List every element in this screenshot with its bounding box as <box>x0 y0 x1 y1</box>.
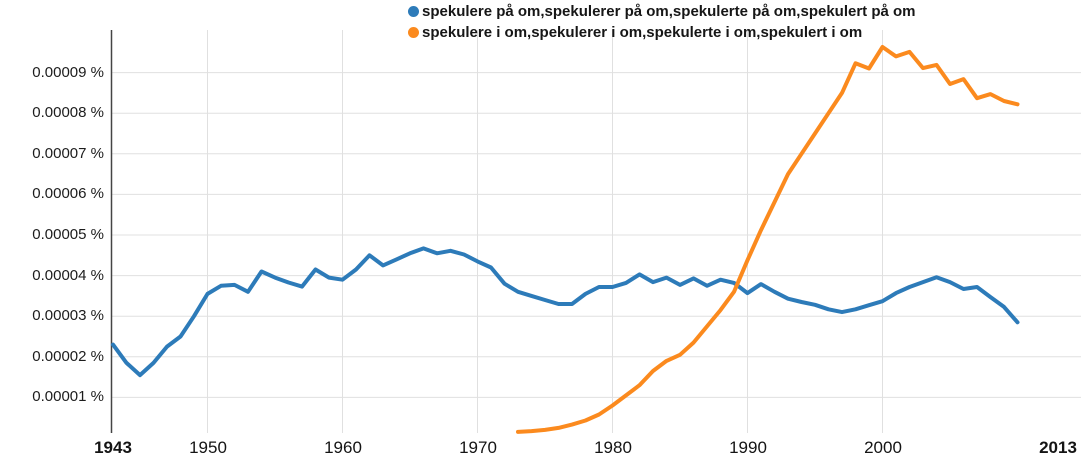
x-axis-tick-label-1950: 1950 <box>189 438 227 457</box>
y-axis-tick-label: 0.00007 % <box>32 145 104 162</box>
legend-label-i-om: spekulere i om,spekulerer i om,spekulert… <box>422 24 863 41</box>
legend: spekulere på om,spekulerer på om,spekule… <box>408 1 916 43</box>
y-axis-tick-label: 0.00001 % <box>32 388 104 405</box>
x-axis-tick-label-1970: 1970 <box>459 438 497 457</box>
legend-item-pa-om: spekulere på om,spekulerer på om,spekule… <box>408 1 916 22</box>
y-axis-tick-label: 0.00005 % <box>32 226 104 243</box>
x-axis-tick-label-1943: 1943 <box>94 438 132 457</box>
series-line <box>516 45 1020 434</box>
series-blue-dot-icon <box>408 6 419 17</box>
series-orange-dot-icon <box>408 27 419 38</box>
x-axis-tick-label-2000: 2000 <box>864 438 902 457</box>
y-axis-tick-label: 0.00003 % <box>32 307 104 324</box>
y-axis-tick-label: 0.00009 % <box>32 64 104 81</box>
x-axis-tick-label-1960: 1960 <box>324 438 362 457</box>
y-axis-tick-label: 0.00002 % <box>32 348 104 365</box>
x-axis-tick-label-1990: 1990 <box>729 438 767 457</box>
legend-item-i-om: spekulere i om,spekulerer i om,spekulert… <box>408 22 916 43</box>
series-line <box>111 246 1020 378</box>
x-axis-tick-label-2013: 2013 <box>1039 438 1077 457</box>
y-axis-tick-label: 0.00006 % <box>32 185 104 202</box>
y-axis-tick-label: 0.00004 % <box>32 267 104 284</box>
y-axis-tick-label: 0.00008 % <box>32 104 104 121</box>
x-axis-tick-label-1980: 1980 <box>594 438 632 457</box>
legend-label-pa-om: spekulere på om,spekulerer på om,spekule… <box>422 3 916 20</box>
